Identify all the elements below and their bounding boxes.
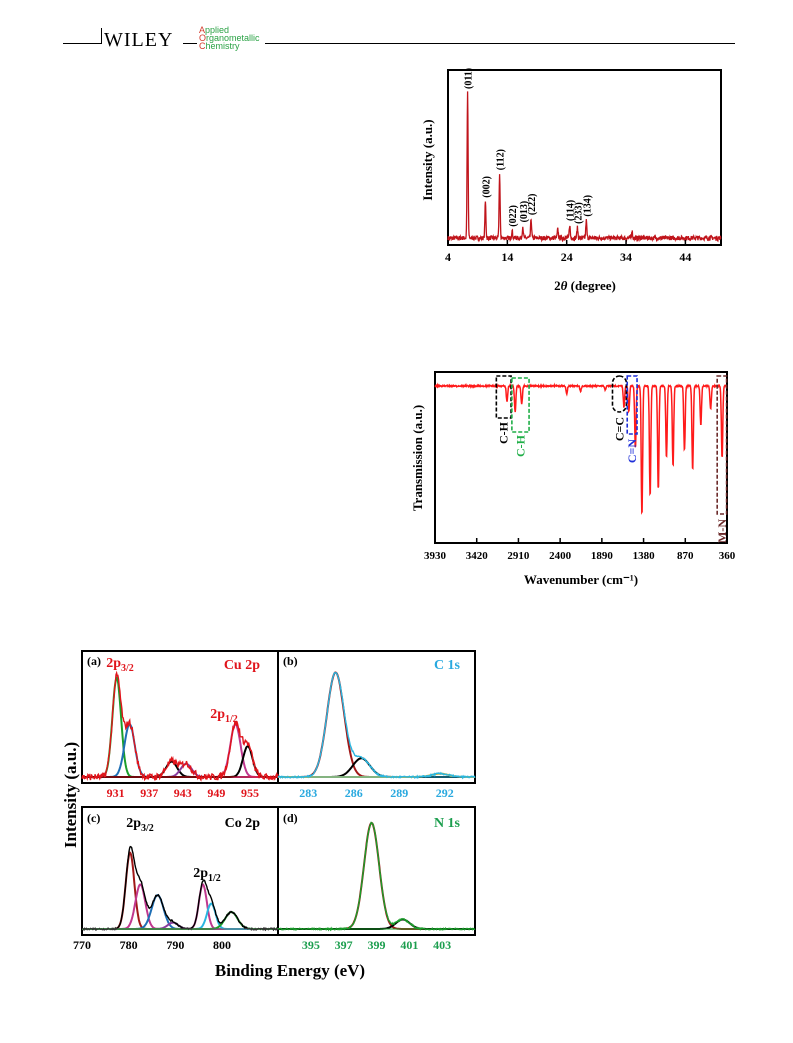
xps-element-label: C 1s (434, 658, 461, 673)
xps-panel-tag: (b) (283, 654, 298, 668)
xrd-peak-label: (222) (527, 193, 538, 215)
xps-x-tick-label: 937 (140, 786, 158, 800)
xps-fit-component (278, 671, 475, 778)
xrd-plot-frame (447, 69, 722, 246)
xps-element-label: Co 2p (225, 816, 261, 831)
ftir-x-tick-label: 360 (719, 550, 736, 562)
xps-envelope (81, 845, 279, 932)
xrd-chart: (011) (002) (112) (022) (013)(222) (114)(233)… (420, 68, 722, 293)
ftir-band-label: M-N (715, 519, 729, 543)
xps-panel-tag: (d) (283, 811, 298, 825)
xps-chart: 931 937 943 949 955 (a) Cu 2p 2p3/2 2p1/2 283 286 2… (61, 650, 476, 980)
xrd-x-tick-label: 4 (445, 250, 451, 264)
ftir-x-tick-label: 2910 (507, 550, 530, 562)
xps-panel-tag: (c) (87, 811, 100, 825)
ftir-x-tick-label: 1380 (633, 550, 656, 562)
xrd-x-axis-label: 2θ (degree) (554, 278, 616, 293)
xps-x-tick-label: 931 (107, 786, 125, 800)
xps-x-tick-label: 955 (241, 786, 259, 800)
xrd-peak-label: (112) (496, 149, 507, 170)
ftir-band-box (611, 375, 628, 413)
xps-x-tick-label: 949 (207, 786, 225, 800)
xps-y-axis-label: Intensity (a.u.) (61, 742, 80, 848)
xps-x-tick-label: 395 (302, 938, 320, 952)
ftir-band-box (495, 375, 512, 419)
xps-x-tick-label: 770 (73, 938, 91, 952)
ftir-chart: C-HC-H C=CC=N M-N 3930 3420 2910 2400 1890 1380… (410, 371, 736, 587)
ftir-band-label: C-H (497, 421, 511, 444)
ftir-x-tick-label: 3930 (424, 550, 447, 562)
xps-fit-component (82, 883, 278, 930)
header-rule-tick (101, 28, 102, 44)
ftir-band-label: C-H (513, 434, 527, 457)
xps-envelope (277, 671, 476, 780)
xps-x-tick-label: 943 (174, 786, 192, 800)
header-rule-right (265, 43, 735, 44)
ftir-x-tick-label: 870 (677, 550, 694, 562)
ftir-x-tick-label: 2400 (549, 550, 572, 562)
xrd-peak-label: (011) (464, 68, 475, 89)
xps-x-tick-label: 790 (166, 938, 184, 952)
ftir-band-box (511, 377, 530, 433)
ftir-band-box (716, 375, 728, 515)
xrd-peak-label: (114) (566, 200, 577, 221)
xps-x-tick-label: 780 (120, 938, 138, 952)
xps-x-tick-label: 286 (345, 786, 363, 800)
ftir-x-tick-label: 1890 (591, 550, 614, 562)
ftir-band-label: C=C (612, 417, 626, 441)
xrd-peak-label: (134) (582, 195, 593, 217)
xps-x-tick-label: 289 (390, 786, 408, 800)
xps-peak-label: 2p1/2 (193, 866, 221, 884)
xps-x-axis-label: Binding Energy (eV) (215, 961, 365, 980)
header-rule-left (63, 43, 101, 44)
xps-peak-label: 2p3/2 (126, 816, 154, 834)
xps-x-tick-label: 401 (400, 938, 418, 952)
ftir-y-axis-label: Transmission (a.u.) (410, 405, 425, 511)
xps-x-tick-label: 283 (299, 786, 317, 800)
xps-envelope (278, 821, 476, 932)
xps-x-tick-label: 292 (436, 786, 454, 800)
xrd-pattern-line (447, 91, 722, 243)
xrd-x-tick-label: 14 (501, 250, 513, 264)
xps-element-label: Cu 2p (224, 658, 260, 673)
header-rule-mid (183, 43, 197, 44)
xps-panel-tag: (a) (87, 654, 101, 668)
journal-name: Applied Organometallic Chemistry (199, 25, 260, 51)
xrd-x-tick-label: 44 (679, 250, 691, 264)
xrd-peak-label: (013) (519, 201, 530, 223)
xrd-peak-label: (233) (573, 202, 584, 224)
xps-fit-component (82, 894, 278, 930)
xrd-y-axis-label: Intensity (a.u.) (420, 119, 435, 200)
xrd-peak-label: (002) (481, 176, 492, 198)
xps-x-tick-label: 399 (368, 938, 386, 952)
xrd-peak-label: (022) (508, 205, 519, 227)
xrd-x-tick-label: 24 (561, 250, 573, 264)
xps-x-tick-label: 397 (335, 938, 353, 952)
xps-x-tick-label: 403 (433, 938, 451, 952)
ftir-band-box (626, 375, 638, 435)
xrd-x-tick-label: 34 (620, 250, 632, 264)
xps-fit-component (82, 851, 278, 930)
page-header: WILEY Applied Organometallic Chemistry (63, 25, 735, 51)
xps-peak-label: 2p3/2 (106, 656, 134, 674)
xps-fit-component (82, 883, 278, 930)
ftir-band-label: C=N (625, 439, 639, 464)
xps-peak-label: 2p1/2 (210, 707, 238, 725)
ftir-x-tick-label: 3420 (466, 550, 489, 562)
ftir-x-axis-label: Wavenumber (cm⁻¹) (524, 572, 638, 587)
xps-x-tick-label: 800 (213, 938, 231, 952)
xps-element-label: N 1s (434, 816, 461, 831)
publisher-logo: WILEY (104, 29, 174, 51)
ftir-spectrum-line (434, 382, 728, 515)
xps-envelope (81, 670, 279, 782)
